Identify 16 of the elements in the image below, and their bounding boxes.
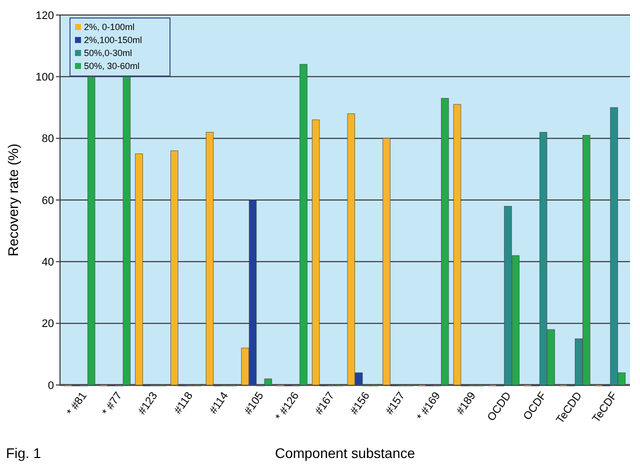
x-axis-title: Component substance — [274, 445, 416, 461]
legend-label: 50%,0-30ml — [84, 48, 132, 58]
y-axis-title: Recovery rate (%) — [5, 144, 21, 256]
y-tick-label: 60 — [42, 194, 54, 207]
legend-label: 2%, 0-100ml — [84, 22, 135, 32]
y-tick-label: 100 — [36, 72, 54, 84]
y-tick-label: 40 — [42, 256, 54, 269]
y-tick-label: 0 — [48, 380, 54, 392]
legend-label: 2%,100-150ml — [84, 35, 142, 46]
x-tick-label: * #77 — [100, 390, 125, 418]
x-tick-label: * #81 — [64, 390, 90, 418]
y-tick-label: 80 — [42, 133, 54, 146]
y-tick-label: 120 — [36, 10, 54, 22]
caption: Fig. 1 — [6, 445, 42, 461]
y-tick-label: 20 — [42, 318, 54, 330]
legend-label: 50%, 30-60ml — [84, 61, 140, 72]
